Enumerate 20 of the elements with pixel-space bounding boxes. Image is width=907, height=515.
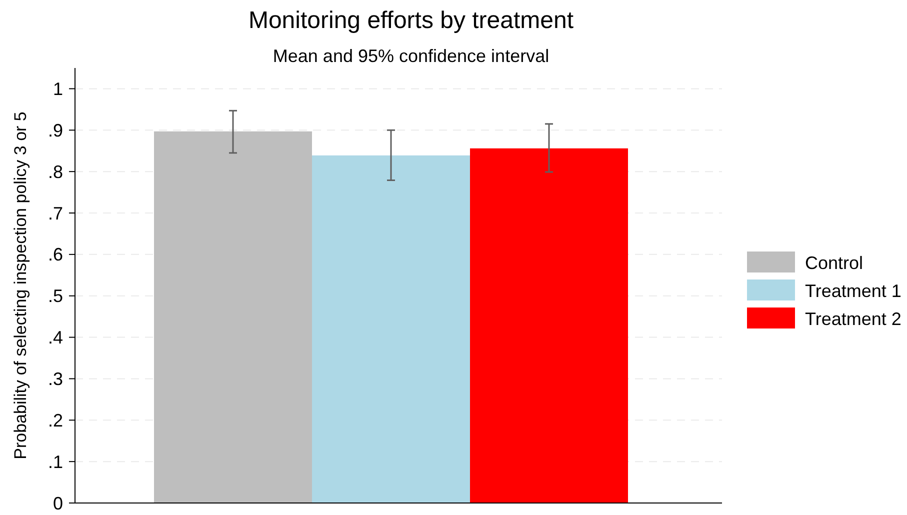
legend-label: Control	[805, 252, 864, 273]
legend-label: Treatment 1	[805, 280, 902, 301]
chart-subtitle: Mean and 95% confidence interval	[272, 46, 550, 66]
y-axis-title: Probability of selecting inspection policy 3 or 5	[11, 112, 30, 460]
y-tick-label: .5	[48, 286, 63, 306]
y-tick-label: .3	[48, 369, 63, 390]
y-tick-label: .2	[48, 410, 63, 430]
bar	[470, 148, 628, 503]
y-tick-label: .9	[48, 120, 63, 140]
y-tick-label: 0	[52, 493, 63, 514]
y-tick-label: .8	[48, 162, 63, 182]
bar	[312, 155, 470, 503]
y-tick-label: .7	[48, 203, 63, 224]
bar	[154, 131, 312, 503]
y-tick-label: 1	[52, 79, 63, 100]
y-tick-label: .4	[48, 328, 63, 348]
chart-title: Monitoring efforts by treatment	[248, 7, 574, 34]
legend-label: Treatment 2	[805, 308, 902, 329]
y-tick-label: .6	[48, 244, 63, 265]
y-tick-label: .1	[48, 452, 63, 472]
